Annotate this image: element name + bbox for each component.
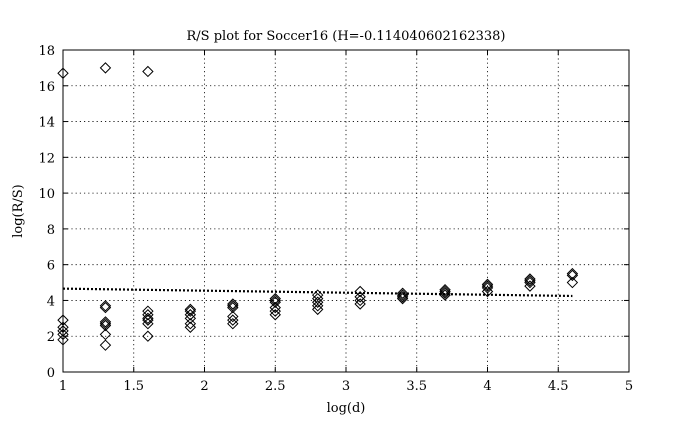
data-point <box>311 303 324 316</box>
x-tick-label: 3 <box>342 379 350 394</box>
x-tick-label: 4.5 <box>548 379 569 394</box>
y-tick-label: 2 <box>47 330 55 345</box>
data-point <box>481 278 494 291</box>
data-point <box>99 339 112 351</box>
data-point <box>524 276 536 289</box>
data-point <box>269 309 281 321</box>
y-axis-label: log(R/S) <box>11 184 26 238</box>
x-tick-label: 1.5 <box>123 379 144 394</box>
y-tick-labels: 0 2 4 6 8 10 12 14 16 18 <box>38 44 55 381</box>
y-tick-label: 14 <box>38 116 55 131</box>
y-tick-label: 18 <box>38 44 55 59</box>
data-point <box>142 312 154 325</box>
data-point <box>481 282 494 294</box>
data-point <box>354 298 366 310</box>
data-point <box>227 314 239 326</box>
data-point <box>481 285 494 298</box>
x-tick-label: 4 <box>483 379 491 394</box>
data-point <box>227 298 239 310</box>
data-point <box>396 292 409 305</box>
data-point <box>396 289 409 301</box>
x-tick-label: 3.5 <box>406 379 427 394</box>
y-tick-label: 10 <box>38 187 55 202</box>
data-point <box>142 330 154 342</box>
data-point <box>99 316 112 328</box>
x-tick-label: 2.5 <box>265 379 286 394</box>
data-point <box>269 292 281 305</box>
y-tick-label: 8 <box>47 223 55 238</box>
data-point <box>184 305 197 317</box>
x-tick-labels: 1 1.5 2 2.5 3 3.5 4 4.5 5 <box>59 379 633 394</box>
data-point <box>227 300 239 312</box>
data-point <box>142 305 154 317</box>
y-tick-label: 6 <box>47 259 55 274</box>
data-point <box>396 291 409 303</box>
x-tick-label: 5 <box>625 379 633 394</box>
data-point <box>142 65 154 78</box>
data-point <box>184 309 197 321</box>
data-point <box>354 291 366 303</box>
data-point <box>396 287 409 299</box>
data-point <box>269 305 281 317</box>
data-point <box>481 280 494 292</box>
data-point <box>227 310 239 323</box>
data-point <box>439 285 451 298</box>
data-point <box>354 294 366 307</box>
data-point <box>566 276 579 289</box>
data-point <box>184 317 197 330</box>
data-point <box>99 319 112 332</box>
data-point <box>566 267 579 280</box>
data-point <box>269 296 281 308</box>
data-point <box>524 280 536 292</box>
chart-title: R/S plot for Soccer16 (H=-0.114040602162… <box>187 29 506 44</box>
data-point <box>184 303 197 316</box>
data-point <box>184 312 197 325</box>
data-point <box>227 301 239 314</box>
data-point <box>439 287 451 299</box>
data-point <box>99 300 112 312</box>
data-point <box>269 301 281 314</box>
data-point <box>142 309 154 321</box>
data-point <box>99 62 112 74</box>
data-point <box>269 294 281 307</box>
fit-line-group <box>62 287 573 298</box>
ticks <box>62 49 630 373</box>
data-point <box>439 289 451 301</box>
x-tick-label: 1 <box>59 379 67 394</box>
data-point <box>354 285 366 298</box>
data-point <box>99 328 112 341</box>
y-tick-label: 12 <box>38 151 55 166</box>
fit-line <box>62 287 573 298</box>
data-point <box>566 269 579 282</box>
data-point <box>311 296 324 308</box>
x-tick-label: 2 <box>200 379 208 394</box>
data-point <box>524 273 536 285</box>
y-tick-label: 0 <box>47 366 55 381</box>
data-point <box>311 289 324 301</box>
data-point <box>99 301 112 314</box>
data-point <box>99 317 112 330</box>
y-tick-label: 4 <box>47 294 55 309</box>
x-axis-label: log(d) <box>327 401 366 416</box>
data-point <box>524 275 536 287</box>
y-tick-label: 16 <box>38 80 55 95</box>
data-point <box>311 300 324 312</box>
data-point <box>142 317 154 330</box>
data-point <box>311 292 324 305</box>
data-point <box>184 321 197 333</box>
data-point <box>227 317 239 330</box>
data-point <box>142 314 154 326</box>
data-point <box>439 284 451 296</box>
